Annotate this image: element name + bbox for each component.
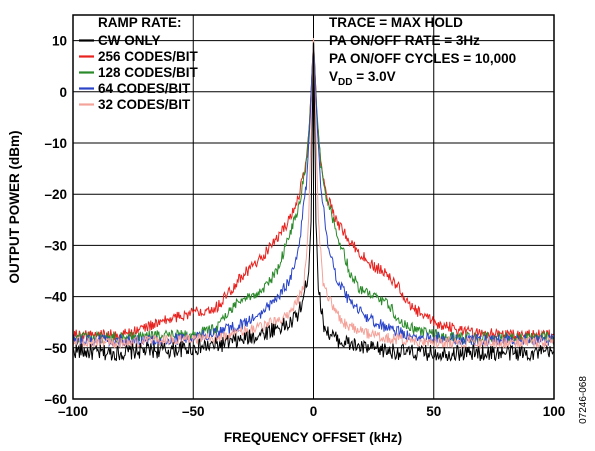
y-tick-label: –40 — [44, 290, 67, 305]
x-tick-label: 50 — [426, 404, 441, 419]
plot-frame — [72, 14, 555, 400]
figure-id: 07246-068 — [578, 376, 589, 424]
y-tick-label: 10 — [52, 34, 67, 49]
x-axis-label: FREQUENCY OFFSET (kHz) — [224, 430, 402, 445]
y-tick-label: 0 — [59, 85, 67, 100]
x-tick-label: –50 — [182, 404, 205, 419]
legend-label: 128 CODES/BIT — [98, 65, 199, 80]
legend-title: RAMP RATE: — [98, 15, 182, 30]
legend-label: CW ONLY — [98, 33, 161, 48]
series-line — [72, 37, 555, 350]
y-tick-label: –50 — [44, 341, 67, 356]
legend-label: 64 CODES/BIT — [98, 81, 191, 96]
series-line — [72, 42, 555, 362]
legend-label: 256 CODES/BIT — [98, 49, 199, 64]
annotation-text: TRACE = MAX HOLD — [329, 15, 463, 30]
series-layer — [72, 37, 555, 362]
annotations: TRACE = MAX HOLD PA ON/OFF RATE = 3Hz PA O… — [329, 15, 516, 88]
annotation-text: PA ON/OFF CYCLES = 10,000 — [329, 51, 516, 66]
annotation-text: PA ON/OFF RATE = 3Hz — [329, 33, 480, 48]
y-tick-label: –60 — [44, 392, 67, 407]
x-tick-label: 100 — [543, 404, 566, 419]
legend-label: 32 CODES/BIT — [98, 97, 191, 112]
y-axis-label: OUTPUT POWER (dBm) — [7, 131, 22, 284]
y-tick-label: –30 — [44, 238, 67, 253]
x-tick-label: 0 — [310, 404, 318, 419]
y-tick-label: –10 — [44, 136, 67, 151]
y-tick-label: –20 — [44, 187, 67, 202]
x-tick-label: –100 — [58, 404, 88, 419]
